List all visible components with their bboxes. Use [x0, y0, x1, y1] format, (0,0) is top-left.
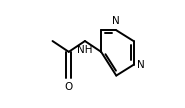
Text: N: N: [112, 16, 120, 26]
Text: NH: NH: [77, 45, 93, 55]
Text: O: O: [65, 82, 73, 92]
Text: N: N: [137, 60, 144, 70]
